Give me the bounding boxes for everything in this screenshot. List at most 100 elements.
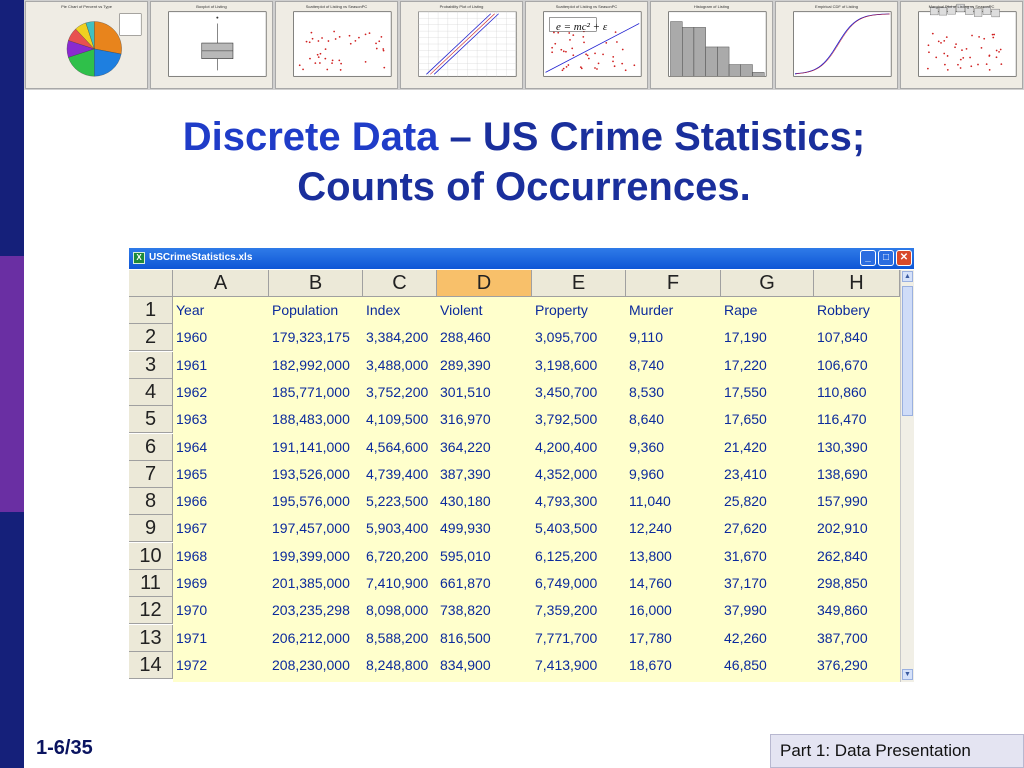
data-cell[interactable]: 9,360 xyxy=(629,438,665,455)
close-button[interactable]: ✕ xyxy=(896,250,912,266)
data-cell[interactable]: 17,190 xyxy=(724,329,767,346)
data-cell[interactable]: 387,700 xyxy=(817,629,868,646)
column-header-e[interactable]: E xyxy=(532,270,626,297)
cell-grid[interactable]: Year Population Index Violent Property Murder… xyxy=(173,297,900,682)
data-cell[interactable]: 206,212,000 xyxy=(272,629,350,646)
scroll-up-button[interactable]: ▲ xyxy=(902,271,913,282)
data-cell[interactable]: 1962 xyxy=(176,383,208,400)
column-header-h[interactable]: H xyxy=(814,270,900,297)
row-header-3[interactable]: 3 xyxy=(129,351,173,379)
data-cell[interactable]: 193,526,000 xyxy=(272,465,350,482)
row-header-7[interactable]: 7 xyxy=(129,460,173,488)
data-cell[interactable]: 3,198,600 xyxy=(535,356,598,373)
data-cell[interactable]: 157,990 xyxy=(817,493,868,510)
data-cell[interactable]: 8,740 xyxy=(629,356,665,373)
data-cell[interactable]: 18,670 xyxy=(629,656,672,673)
data-cell[interactable]: 3,488,000 xyxy=(366,356,429,373)
data-cell[interactable]: 17,220 xyxy=(724,356,767,373)
scrollbar-thumb[interactable] xyxy=(902,286,913,416)
data-cell[interactable]: 8,640 xyxy=(629,411,665,428)
data-cell[interactable]: 16,000 xyxy=(629,602,672,619)
data-cell[interactable]: 430,180 xyxy=(440,493,491,510)
header-cell[interactable]: Index xyxy=(366,302,401,318)
data-cell[interactable]: 201,385,000 xyxy=(272,575,350,591)
data-cell[interactable]: 182,992,000 xyxy=(272,356,350,373)
data-cell[interactable]: 6,749,000 xyxy=(535,575,598,591)
data-cell[interactable]: 188,483,000 xyxy=(272,411,350,428)
data-cell[interactable]: 138,690 xyxy=(817,465,868,482)
data-cell[interactable]: 195,576,000 xyxy=(272,493,350,510)
row-header-14[interactable]: 14 xyxy=(129,651,173,679)
data-cell[interactable]: 130,390 xyxy=(817,438,868,455)
column-header-d[interactable]: D xyxy=(437,270,532,297)
maximize-button[interactable]: □ xyxy=(878,250,894,266)
row-header-8[interactable]: 8 xyxy=(129,488,173,516)
data-cell[interactable]: 4,793,300 xyxy=(535,493,598,510)
column-header-b[interactable]: B xyxy=(269,270,363,297)
data-cell[interactable]: 288,460 xyxy=(440,329,491,346)
row-header-12[interactable]: 12 xyxy=(129,597,173,625)
data-cell[interactable]: 1961 xyxy=(176,356,208,373)
row-header-5[interactable]: 5 xyxy=(129,406,173,434)
data-cell[interactable]: 46,850 xyxy=(724,656,767,673)
data-cell[interactable]: 3,792,500 xyxy=(535,411,598,428)
data-cell[interactable]: 5,903,400 xyxy=(366,520,429,537)
data-cell[interactable]: 4,109,500 xyxy=(366,411,429,428)
data-cell[interactable]: 316,970 xyxy=(440,411,491,428)
data-cell[interactable]: 9,110 xyxy=(629,329,663,346)
data-cell[interactable]: 7,771,700 xyxy=(535,629,598,646)
data-cell[interactable]: 203,235,298 xyxy=(272,602,350,619)
data-cell[interactable]: 364,220 xyxy=(440,438,491,455)
data-cell[interactable]: 14,760 xyxy=(629,575,672,591)
header-cell[interactable]: Population xyxy=(272,302,339,318)
data-cell[interactable]: 1963 xyxy=(176,411,208,428)
data-cell[interactable]: 499,930 xyxy=(440,520,491,537)
data-cell[interactable]: 289,390 xyxy=(440,356,491,373)
header-cell[interactable]: Property xyxy=(535,302,588,318)
data-cell[interactable]: 37,170 xyxy=(724,575,767,591)
data-cell[interactable]: 9,960 xyxy=(629,465,665,482)
data-cell[interactable]: 12,240 xyxy=(629,520,672,537)
data-cell[interactable]: 11,040 xyxy=(629,493,671,510)
column-header-c[interactable]: C xyxy=(363,270,437,297)
row-header-2[interactable]: 2 xyxy=(129,324,173,352)
row-header-13[interactable]: 13 xyxy=(129,624,173,652)
vertical-scrollbar[interactable]: ▲ ▼ xyxy=(900,270,914,682)
data-cell[interactable]: 116,470 xyxy=(817,411,867,428)
header-cell[interactable]: Rape xyxy=(724,302,758,318)
row-header-9[interactable]: 9 xyxy=(129,515,173,543)
data-cell[interactable]: 4,352,000 xyxy=(535,465,598,482)
data-cell[interactable]: 17,780 xyxy=(629,629,672,646)
data-cell[interactable]: 185,771,000 xyxy=(272,383,350,400)
data-cell[interactable]: 1969 xyxy=(176,575,208,591)
column-header-a[interactable]: A xyxy=(173,270,269,297)
data-cell[interactable]: 1965 xyxy=(176,465,208,482)
data-cell[interactable]: 7,359,200 xyxy=(535,602,598,619)
data-cell[interactable]: 3,384,200 xyxy=(366,329,429,346)
data-cell[interactable]: 199,399,000 xyxy=(272,547,350,564)
data-cell[interactable]: 1966 xyxy=(176,493,208,510)
data-cell[interactable]: 262,840 xyxy=(817,547,868,564)
data-cell[interactable]: 202,910 xyxy=(817,520,868,537)
data-cell[interactable]: 349,860 xyxy=(817,602,868,619)
data-cell[interactable]: 25,820 xyxy=(724,493,767,510)
data-cell[interactable]: 1968 xyxy=(176,547,208,564)
data-cell[interactable]: 376,290 xyxy=(817,656,868,673)
data-cell[interactable]: 179,323,175 xyxy=(272,329,350,346)
data-cell[interactable]: 110,860 xyxy=(817,383,867,400)
data-cell[interactable]: 6,125,200 xyxy=(535,547,598,564)
data-cell[interactable]: 1972 xyxy=(176,656,208,673)
data-cell[interactable]: 3,450,700 xyxy=(535,383,598,400)
data-cell[interactable]: 5,403,500 xyxy=(535,520,598,537)
data-cell[interactable]: 1971 xyxy=(176,629,208,646)
row-header-4[interactable]: 4 xyxy=(129,378,173,406)
data-cell[interactable]: 8,588,200 xyxy=(366,629,429,646)
data-cell[interactable]: 8,098,000 xyxy=(366,602,429,619)
data-cell[interactable]: 738,820 xyxy=(440,602,491,619)
data-cell[interactable]: 301,510 xyxy=(440,383,491,400)
row-header-1[interactable]: 1 xyxy=(129,297,173,324)
data-cell[interactable]: 31,670 xyxy=(724,547,767,564)
data-cell[interactable]: 5,223,500 xyxy=(366,493,429,510)
header-cell[interactable]: Murder xyxy=(629,302,674,318)
